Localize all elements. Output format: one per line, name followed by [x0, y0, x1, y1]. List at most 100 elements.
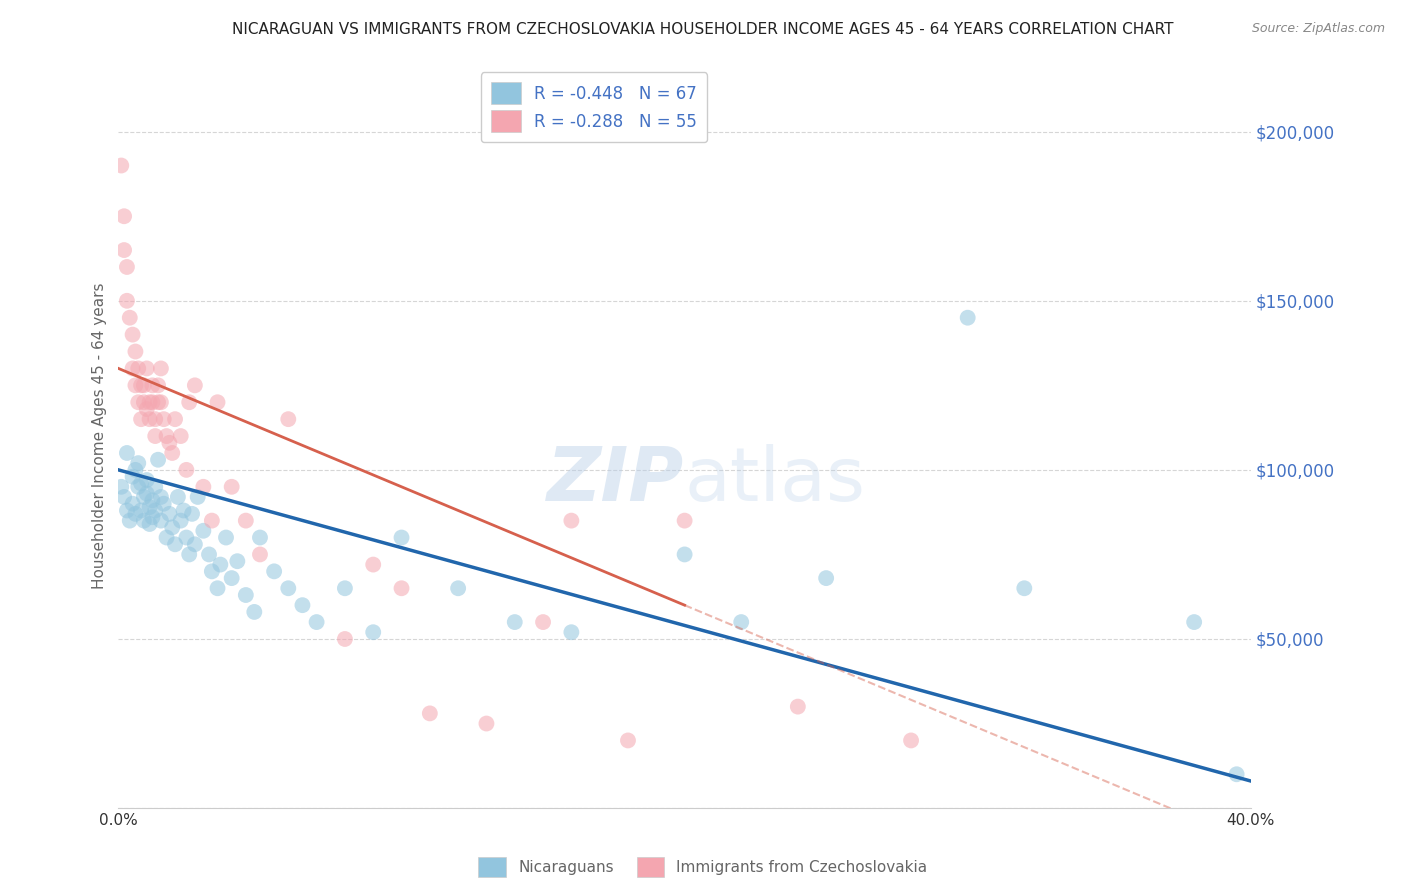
Point [157, 507, 180, 521]
Point [560, 625, 582, 640]
Point [121, 497, 143, 511]
Point [221, 571, 243, 585]
Point [110, 480, 132, 494]
Point [121, 327, 143, 342]
Point [146, 395, 169, 409]
Point [152, 412, 174, 426]
Point [141, 378, 163, 392]
Point [1014, 581, 1036, 595]
Point [135, 361, 157, 376]
Point [235, 514, 257, 528]
Point [149, 361, 172, 376]
Point [193, 480, 215, 494]
Point [263, 565, 285, 579]
Point [184, 537, 207, 551]
Point [333, 581, 356, 595]
Point [277, 581, 299, 595]
Point [361, 558, 384, 572]
Point [138, 516, 160, 531]
Point [207, 395, 229, 409]
Point [226, 554, 249, 568]
Point [181, 507, 204, 521]
Point [170, 429, 193, 443]
Point [132, 514, 155, 528]
Point [115, 260, 138, 274]
Point [112, 490, 135, 504]
Text: NICARAGUAN VS IMMIGRANTS FROM CZECHOSLOVAKIA HOUSEHOLDER INCOME AGES 45 - 64 YEA: NICARAGUAN VS IMMIGRANTS FROM CZECHOSLOV… [232, 22, 1174, 37]
Point [179, 395, 201, 409]
Point [129, 412, 152, 426]
Point [193, 524, 215, 538]
Point [187, 490, 209, 504]
Point [143, 412, 166, 426]
Point [160, 446, 183, 460]
Point [249, 531, 271, 545]
Point [112, 209, 135, 223]
Point [149, 395, 172, 409]
Point [419, 706, 441, 721]
Point [141, 395, 163, 409]
Point [118, 310, 141, 325]
Point [176, 463, 198, 477]
Point [209, 558, 232, 572]
Point [115, 446, 138, 460]
Point [673, 548, 696, 562]
Point [391, 531, 413, 545]
Point [129, 503, 152, 517]
Point [127, 361, 149, 376]
Point [124, 344, 146, 359]
Point [956, 310, 979, 325]
Point [143, 480, 166, 494]
Point [124, 507, 146, 521]
Point [201, 565, 224, 579]
Point [249, 548, 271, 562]
Point [127, 395, 149, 409]
Point [291, 598, 314, 612]
Point [160, 520, 183, 534]
Point [1182, 615, 1205, 629]
Point [146, 452, 169, 467]
Point [503, 615, 526, 629]
Point [124, 378, 146, 392]
Point [184, 378, 207, 392]
Point [127, 480, 149, 494]
Point [176, 531, 198, 545]
Point [143, 503, 166, 517]
Point [201, 514, 224, 528]
Point [146, 378, 169, 392]
Point [132, 395, 155, 409]
Point [141, 510, 163, 524]
Point [1226, 767, 1249, 781]
Point [121, 469, 143, 483]
Point [277, 412, 299, 426]
Point [221, 480, 243, 494]
Point [112, 243, 135, 257]
Point [361, 625, 384, 640]
Point [132, 490, 155, 504]
Point [170, 514, 193, 528]
Y-axis label: Householder Income Ages 45 - 64 years: Householder Income Ages 45 - 64 years [93, 283, 107, 590]
Point [118, 514, 141, 528]
Point [173, 503, 195, 517]
Point [207, 581, 229, 595]
Point [673, 514, 696, 528]
Point [152, 497, 174, 511]
Point [129, 378, 152, 392]
Point [129, 476, 152, 491]
Point [155, 429, 177, 443]
Point [531, 615, 554, 629]
Point [138, 500, 160, 514]
Point [135, 473, 157, 487]
Point [157, 435, 180, 450]
Point [127, 456, 149, 470]
Point [165, 412, 187, 426]
Point [165, 537, 187, 551]
Point [900, 733, 922, 747]
Point [138, 395, 160, 409]
Point [305, 615, 328, 629]
Point [198, 548, 221, 562]
Point [155, 531, 177, 545]
Point [115, 503, 138, 517]
Legend: R = -0.448   N = 67, R = -0.288   N = 55: R = -0.448 N = 67, R = -0.288 N = 55 [481, 72, 707, 142]
Point [149, 490, 172, 504]
